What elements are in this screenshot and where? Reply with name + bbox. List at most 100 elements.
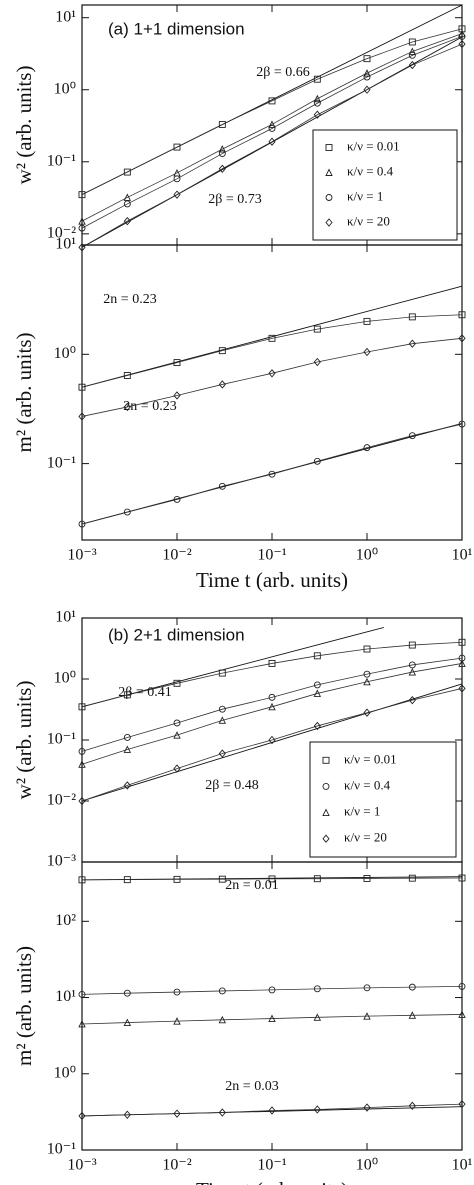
legend-label: κ/ν = 20 — [344, 830, 387, 845]
marker — [408, 432, 416, 440]
panel-title: (a) 1+1 dimension — [108, 19, 245, 38]
marker — [78, 1111, 86, 1121]
fit-annotation: 2n = 0.23 — [103, 292, 156, 307]
marker — [218, 669, 226, 677]
series-line — [81, 28, 463, 195]
plot-frame — [81, 244, 463, 541]
marker — [408, 641, 416, 649]
marker — [173, 875, 181, 883]
series-line — [81, 33, 463, 222]
marker — [408, 339, 416, 348]
x-tick-label: 10⁰ — [356, 1157, 378, 1174]
y-tick-label: 10¹ — [55, 609, 76, 626]
marker — [458, 39, 466, 49]
marker — [123, 734, 131, 741]
marker — [78, 217, 86, 225]
marker — [363, 444, 371, 452]
legend-label: κ/ν = 1 — [344, 804, 380, 819]
marker — [268, 693, 276, 701]
marker — [78, 412, 86, 421]
marker — [173, 175, 181, 183]
marker — [173, 391, 181, 400]
marker — [268, 875, 276, 883]
marker — [173, 988, 181, 996]
marker — [458, 982, 466, 990]
series-line — [81, 1014, 463, 1025]
marker — [458, 334, 466, 343]
marker — [78, 876, 86, 884]
marker — [408, 51, 416, 59]
marker — [78, 990, 86, 998]
y-tick-label: 10⁰ — [54, 80, 76, 97]
marker — [363, 69, 371, 77]
marker — [313, 75, 321, 83]
marker — [78, 1019, 86, 1028]
marker — [458, 638, 466, 646]
x-tick-label: 10⁰ — [356, 547, 378, 564]
marker — [363, 670, 371, 678]
legend-marker — [322, 808, 330, 817]
marker — [408, 313, 416, 321]
marker — [123, 876, 131, 884]
marker — [123, 781, 131, 790]
y-axis-label: w² (arb. units) — [12, 681, 36, 800]
series-line — [81, 337, 463, 417]
series-line — [81, 43, 463, 248]
series-line — [81, 688, 463, 802]
marker — [218, 150, 226, 158]
marker — [218, 120, 226, 128]
legend-marker — [325, 144, 333, 151]
marker — [173, 1109, 181, 1118]
marker — [268, 120, 276, 128]
x-tick-label: 10⁻¹ — [257, 547, 286, 564]
legend-marker — [322, 782, 330, 790]
marker — [218, 875, 226, 883]
marker — [363, 645, 371, 653]
legend-label: κ/ν = 0.01 — [347, 138, 400, 153]
marker — [123, 691, 131, 699]
marker — [123, 508, 131, 516]
marker — [458, 874, 466, 882]
marker — [173, 679, 181, 687]
marker — [458, 659, 466, 667]
y-axis-label: m² (arb. units) — [12, 332, 36, 452]
marker — [408, 695, 416, 705]
legend-label: κ/ν = 20 — [347, 213, 390, 228]
marker — [313, 875, 321, 883]
series-line — [81, 877, 463, 881]
series-line — [81, 36, 463, 229]
legend-marker — [322, 756, 330, 764]
marker — [268, 97, 276, 105]
marker — [268, 735, 276, 745]
x-tick-label: 10⁻³ — [67, 1157, 96, 1174]
fit-annotation: 2n = 0.03 — [225, 1079, 278, 1094]
marker — [173, 719, 181, 727]
y-axis-label: w² (arb. units) — [12, 66, 36, 185]
marker — [173, 1017, 181, 1025]
x-tick-label: 10⁻² — [162, 1157, 191, 1174]
x-tick-label: 10⁻¹ — [257, 1157, 286, 1174]
marker — [123, 402, 131, 412]
y-tick-label: 10⁻² — [47, 225, 76, 242]
legend-marker — [322, 834, 330, 843]
marker — [363, 85, 371, 94]
marker — [123, 1018, 132, 1026]
marker — [313, 325, 321, 333]
legend-label: κ/ν = 0.01 — [344, 751, 397, 766]
legend-box — [309, 741, 457, 858]
marker — [123, 1110, 131, 1119]
series-line — [81, 986, 463, 995]
x-axis-label: Time t (arb. units) — [196, 568, 348, 592]
marker — [268, 125, 276, 132]
marker — [363, 55, 371, 63]
marker — [458, 1010, 466, 1018]
marker — [173, 731, 181, 739]
legend-label: κ/ν = 0.4 — [344, 777, 391, 792]
marker — [313, 457, 321, 465]
series-line — [81, 314, 463, 388]
fit-annotation: 2β = 0.66 — [256, 65, 310, 80]
marker — [408, 47, 417, 55]
marker — [313, 689, 322, 697]
y-tick-label: 10⁻³ — [47, 853, 76, 870]
